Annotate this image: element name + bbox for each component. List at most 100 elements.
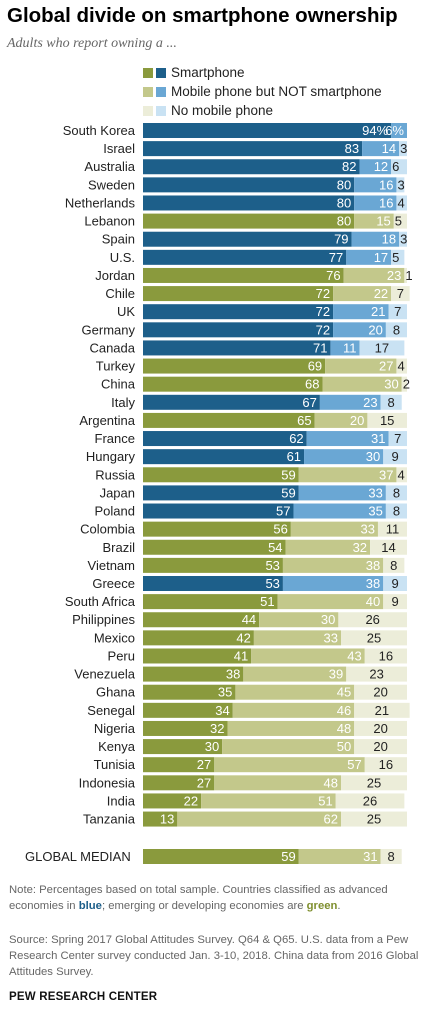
bar-mobile-not-smartphone <box>333 322 386 338</box>
note-text: ; emerging or developing economies are <box>101 900 307 913</box>
bar-smartphone <box>143 449 305 465</box>
country-label: Colombia <box>80 522 136 537</box>
value-label-smartphone: 38 <box>226 667 240 682</box>
bar-no-mobile <box>359 340 405 356</box>
value-label-smartphone: 57 <box>276 504 290 519</box>
bar-mobile-not-smartphone <box>346 249 392 265</box>
value-label-no-mobile: 2 <box>403 377 410 392</box>
value-label-mobile: 23 <box>363 395 377 410</box>
bar-mobile-not-smartphone <box>177 811 341 827</box>
bar-smartphone <box>143 503 294 519</box>
value-label-smartphone: 61 <box>287 449 301 464</box>
value-label-smartphone: 80 <box>337 195 351 210</box>
bar-mobile-not-smartphone <box>319 394 381 410</box>
bar-no-mobile <box>364 757 407 773</box>
value-label-no-mobile: 5 <box>395 214 402 229</box>
bar-mobile-not-smartphone <box>351 231 400 247</box>
bar-mobile-not-smartphone <box>298 467 397 483</box>
value-label-mobile: 17 <box>374 250 388 265</box>
bar-mobile-not-smartphone <box>290 521 378 537</box>
value-label-mobile: 23 <box>387 268 401 283</box>
value-label-no-mobile: 4 <box>397 195 404 210</box>
bar-no-mobile <box>354 739 407 755</box>
bar-no-mobile <box>393 213 407 229</box>
bar-smartphone <box>143 557 283 573</box>
value-label-mobile: 33 <box>368 485 382 500</box>
country-label: Vietnam <box>88 558 135 573</box>
value-label-no-mobile: 21 <box>375 703 389 718</box>
value-label-smartphone: 69 <box>308 359 322 374</box>
bar-no-mobile <box>388 431 407 447</box>
bar-no-mobile <box>385 485 407 501</box>
note-text: Note: Percentages based on total sample.… <box>9 884 388 913</box>
legend-swatch-advanced <box>156 106 166 116</box>
value-label-smartphone: 72 <box>316 286 330 301</box>
bar-no-mobile <box>341 630 407 646</box>
value-label-mobile: 15 <box>376 214 390 229</box>
bar-smartphone <box>143 576 283 591</box>
value-label-no-mobile: 9 <box>392 594 399 609</box>
value-label-mobile: 30 <box>321 612 335 627</box>
bar-smartphone <box>143 412 315 428</box>
bar-mobile-not-smartphone <box>343 267 405 283</box>
bar-mobile-not-smartphone <box>282 576 384 591</box>
brand-logo-text: PEW RESEARCH CENTER <box>9 991 158 1003</box>
value-label-smartphone: 59 <box>281 467 295 482</box>
country-label: China <box>101 377 136 392</box>
bar-smartphone <box>143 340 331 356</box>
country-label: Argentina <box>79 413 135 428</box>
country-label: Germany <box>82 322 136 337</box>
bar-no-mobile <box>377 521 407 537</box>
bar-smartphone <box>143 702 233 718</box>
bar-no-mobile <box>399 231 407 247</box>
value-label-mobile: 18 <box>382 232 396 247</box>
value-label-no-mobile: 7 <box>397 286 404 301</box>
value-label-smartphone: 83 <box>345 141 359 156</box>
country-label: Philippines <box>72 612 135 627</box>
bar-smartphone <box>143 539 286 555</box>
bar-mobile-not-smartphone <box>354 177 397 193</box>
bar-mobile-not-smartphone <box>359 159 392 175</box>
value-label-smartphone: 59 <box>281 485 295 500</box>
value-label-smartphone: 65 <box>297 413 311 428</box>
value-label-mobile: 30 <box>366 449 380 464</box>
bar-mobile-not-smartphone <box>232 702 355 718</box>
bar-mobile-not-smartphone <box>285 539 371 555</box>
country-label: Tunisia <box>94 757 136 772</box>
country-label: Chile <box>105 286 135 301</box>
bar-mobile-not-smartphone <box>293 503 386 519</box>
bar-smartphone <box>143 811 178 827</box>
value-label-mobile: 39 <box>329 667 343 682</box>
value-label-smartphone: 79 <box>334 232 348 247</box>
value-label-no-mobile: 20 <box>373 685 387 700</box>
bar-no-mobile <box>396 358 407 374</box>
legend-swatch-emerging <box>143 68 153 78</box>
bar-smartphone <box>143 141 363 157</box>
bar-mobile-not-smartphone <box>214 775 341 791</box>
value-label-mobile: 6% <box>385 123 404 138</box>
bar-mobile-not-smartphone <box>243 666 347 682</box>
value-label-smartphone: 56 <box>273 522 287 537</box>
country-label: Netherlands <box>65 195 136 210</box>
bar-no-mobile <box>391 286 410 302</box>
legend-label: Mobile phone but NOT smartphone <box>171 84 382 99</box>
country-label: Jordan <box>95 268 135 283</box>
country-label: Nigeria <box>94 721 136 736</box>
bar-mobile-not-smartphone <box>235 684 355 700</box>
bar-mobile-not-smartphone <box>251 648 365 664</box>
bar-no-mobile <box>335 793 405 809</box>
value-label-smartphone: 76 <box>326 268 340 283</box>
country-label: Russia <box>95 467 136 482</box>
bar-mobile-not-smartphone <box>227 720 355 736</box>
value-label-mobile: 12 <box>374 159 388 174</box>
value-label-smartphone: 80 <box>337 177 351 192</box>
value-label-no-mobile: 9 <box>392 576 399 591</box>
bar-no-mobile <box>401 376 407 392</box>
bar-mobile-not-smartphone <box>277 594 384 610</box>
bar-smartphone <box>143 267 344 283</box>
bar-no-mobile <box>346 666 407 682</box>
country-label: U.S. <box>110 250 135 265</box>
bar-smartphone <box>143 612 260 628</box>
bar-no-mobile <box>396 177 405 193</box>
value-label-no-mobile: 8 <box>390 558 397 573</box>
